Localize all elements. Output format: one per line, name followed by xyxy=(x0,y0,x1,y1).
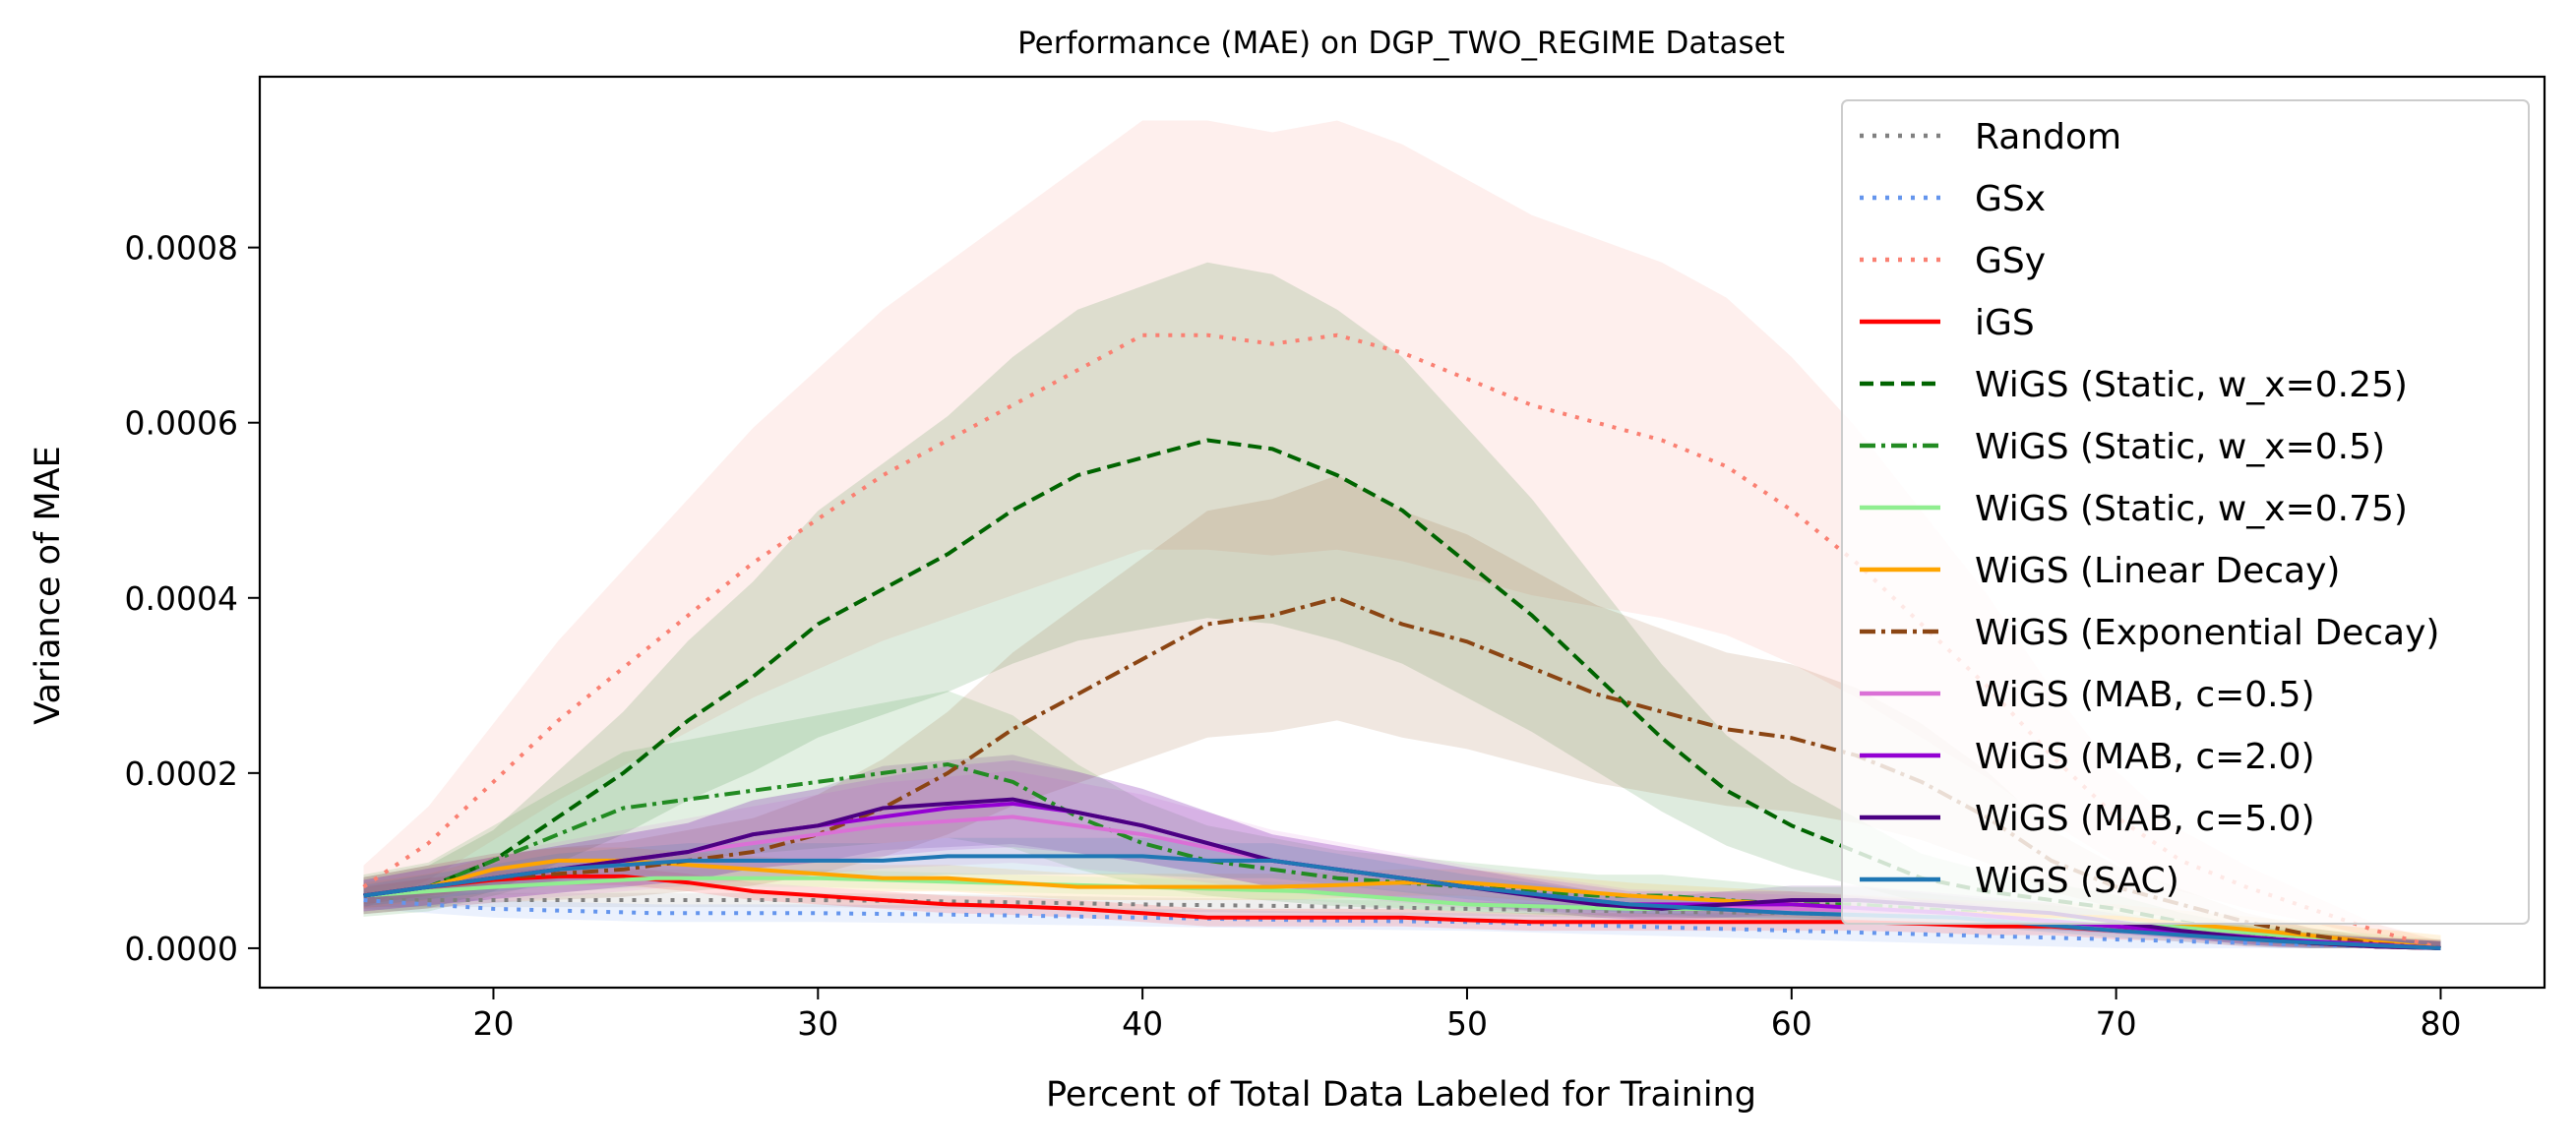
x-tick-label: 30 xyxy=(797,1004,838,1043)
legend-entry-label: Random xyxy=(1975,117,2121,157)
x-tick-label: 80 xyxy=(2420,1004,2461,1043)
y-tick-label: 0.0004 xyxy=(125,579,238,618)
y-axis-title: Variance of MAE xyxy=(29,446,68,724)
line-wigs-static-w-x-0-25 xyxy=(363,438,2441,950)
y-tick-label: 0.0000 xyxy=(125,930,238,968)
x-tick-label: 20 xyxy=(472,1004,514,1043)
legend-entry-label: GSy xyxy=(1975,241,2046,281)
legend-entry-label: WiGS (MAB, c=2.0) xyxy=(1975,737,2315,777)
band-gsy xyxy=(363,120,2441,948)
axes: 20 30 40 50 60 70 80 0.0000 0.0002 0.0004 0.0006 0.… xyxy=(125,75,2546,1043)
y-tick-label: 0.0006 xyxy=(125,404,238,443)
legend-entry-label: WiGS (Exponential Decay) xyxy=(1975,613,2439,653)
band-wigs-static-w-x-0-25 xyxy=(363,262,2441,948)
band-wigs-static-w-x-0-5 xyxy=(363,691,2441,948)
band-igs xyxy=(363,868,2441,948)
chart-title: Performance (MAE) on DGP_TWO_REGIME Data… xyxy=(1017,26,1785,61)
x-axis-title: Percent of Total Data Labeled for Traini… xyxy=(1046,1075,1756,1115)
y-tick-label: 0.0002 xyxy=(125,755,238,793)
legend-entry-label: WiGS (MAB, c=5.0) xyxy=(1975,799,2315,839)
legend-entry-label: WiGS (Static, w_x=0.75) xyxy=(1975,489,2408,529)
legend-entry-label: WiGS (Static, w_x=0.5) xyxy=(1975,427,2385,467)
x-tick-label: 50 xyxy=(1446,1004,1488,1043)
legend: Random GSx GSy iGS WiGS (Static, w_x=0.25) Wi… xyxy=(1841,99,2530,925)
legend-entry-label: GSx xyxy=(1975,179,2046,219)
x-tick-label: 70 xyxy=(2096,1004,2137,1043)
legend-entry-label: WiGS (Linear Decay) xyxy=(1975,551,2340,591)
legend-entry-label: iGS xyxy=(1975,303,2035,343)
legend-entry-label: WiGS (SAC) xyxy=(1975,861,2179,901)
x-tick-label: 60 xyxy=(1771,1004,1812,1043)
y-tick-label: 0.0008 xyxy=(125,229,238,268)
legend-box xyxy=(1841,99,2530,925)
line-wigs-sac xyxy=(363,854,2441,950)
legend-entry-label: WiGS (MAB, c=0.5) xyxy=(1975,675,2315,715)
band-random xyxy=(363,892,2441,948)
x-tick-label: 40 xyxy=(1122,1004,1163,1043)
legend-entry-label: WiGS (Static, w_x=0.25) xyxy=(1975,365,2408,405)
plot-frame xyxy=(258,75,2546,990)
